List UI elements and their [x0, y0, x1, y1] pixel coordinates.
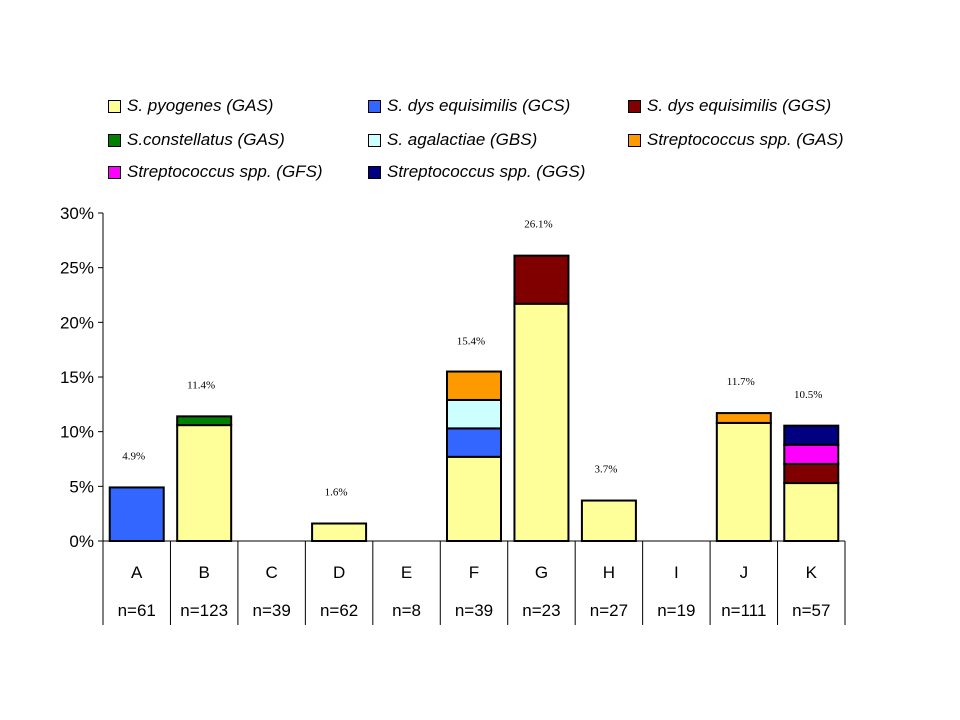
bar-segment [176, 415, 233, 427]
data-label: 3.7% [594, 464, 617, 476]
legend-label: Streptococcus spp. (GAS) [647, 130, 844, 149]
legend-item: S. agalactiae (GBS) [368, 130, 537, 150]
legend-swatch [108, 165, 121, 179]
legend-item: S. dys equisimilis (GCS) [368, 96, 570, 116]
bar-segment [176, 424, 233, 542]
legend-label: S. dys equisimilis (GCS) [387, 96, 571, 115]
legend-swatch [108, 99, 121, 113]
sample-size-label: n=23 [522, 601, 560, 620]
x-tick-label: A [131, 563, 143, 582]
y-tick-label: 5% [69, 477, 94, 496]
x-tick-label: C [265, 563, 277, 582]
legend-swatch [108, 133, 121, 147]
data-label: 10.5% [794, 389, 822, 401]
sample-size-label: n=57 [792, 601, 830, 620]
bar-segment [446, 398, 502, 430]
data-label: 15.4% [457, 336, 485, 348]
x-tick-label: E [401, 563, 412, 582]
legend-swatch [368, 165, 381, 179]
sample-size-label: n=123 [180, 601, 228, 620]
data-label: 4.9% [122, 450, 145, 462]
bar-segment [108, 486, 165, 542]
data-label: 11.4% [187, 379, 215, 391]
data-label: 26.1% [524, 219, 552, 231]
bar-segment [513, 254, 570, 305]
legend-swatch [628, 133, 641, 147]
legend-swatch [368, 133, 381, 147]
legend-label: S. pyogenes (GAS) [127, 96, 274, 115]
bar-segment [783, 462, 840, 485]
sample-size-label: n=39 [252, 601, 290, 620]
bar-segment [446, 455, 502, 542]
legend-label: S. dys equisimilis (GGS) [647, 96, 832, 115]
sample-size-label: n=19 [657, 601, 695, 620]
legend-label: Streptococcus spp. (GFS) [127, 162, 323, 181]
sample-size-label: n=62 [320, 601, 358, 620]
y-tick-label: 0% [69, 532, 94, 551]
legend-swatch [368, 99, 381, 113]
data-label: 11.7% [727, 376, 755, 388]
x-tick-label: B [199, 563, 210, 582]
legend-item: Streptococcus spp. (GGS) [368, 162, 585, 182]
x-tick-label: G [535, 563, 548, 582]
x-tick-label: H [603, 563, 615, 582]
x-tick-label: K [806, 563, 818, 582]
bar-segment [513, 302, 570, 542]
legend-label: Streptococcus spp. (GGS) [387, 162, 586, 181]
bar-segment [783, 443, 840, 465]
y-tick-label: 25% [60, 259, 94, 278]
legend-item: Streptococcus spp. (GAS) [628, 130, 844, 150]
sample-size-label: n=8 [392, 601, 421, 620]
y-tick-label: 15% [60, 368, 94, 387]
bar-segment [783, 482, 840, 543]
sample-size-label: n=111 [721, 601, 766, 620]
legend-label: S. agalactiae (GBS) [387, 130, 538, 149]
bar-segment [580, 499, 637, 542]
x-tick-label: J [740, 563, 749, 582]
legend-item: S. dys equisimilis (GGS) [628, 96, 831, 116]
x-tick-label: I [674, 563, 679, 582]
bar-segment [446, 427, 502, 458]
y-tick-label: 20% [60, 313, 94, 332]
legend-item: Streptococcus spp. (GFS) [108, 162, 323, 182]
y-tick-label: 30% [60, 204, 94, 223]
legend-label: S.constellatus (GAS) [127, 130, 285, 149]
data-label: 1.6% [325, 487, 348, 499]
legend-item: S.constellatus (GAS) [108, 130, 285, 150]
x-tick-label: D [333, 563, 345, 582]
sample-size-label: n=39 [455, 601, 493, 620]
bar-segment [446, 370, 502, 401]
bar-segment [715, 421, 772, 543]
x-tick-label: F [469, 563, 479, 582]
bar-segment [311, 522, 368, 542]
legend-item: S. pyogenes (GAS) [108, 96, 273, 116]
y-tick-label: 10% [60, 423, 94, 442]
legend-swatch [628, 99, 641, 113]
sample-size-label: n=61 [118, 601, 156, 620]
bar-segment [783, 424, 840, 446]
sample-size-label: n=27 [590, 601, 628, 620]
bar-segment [715, 412, 772, 424]
